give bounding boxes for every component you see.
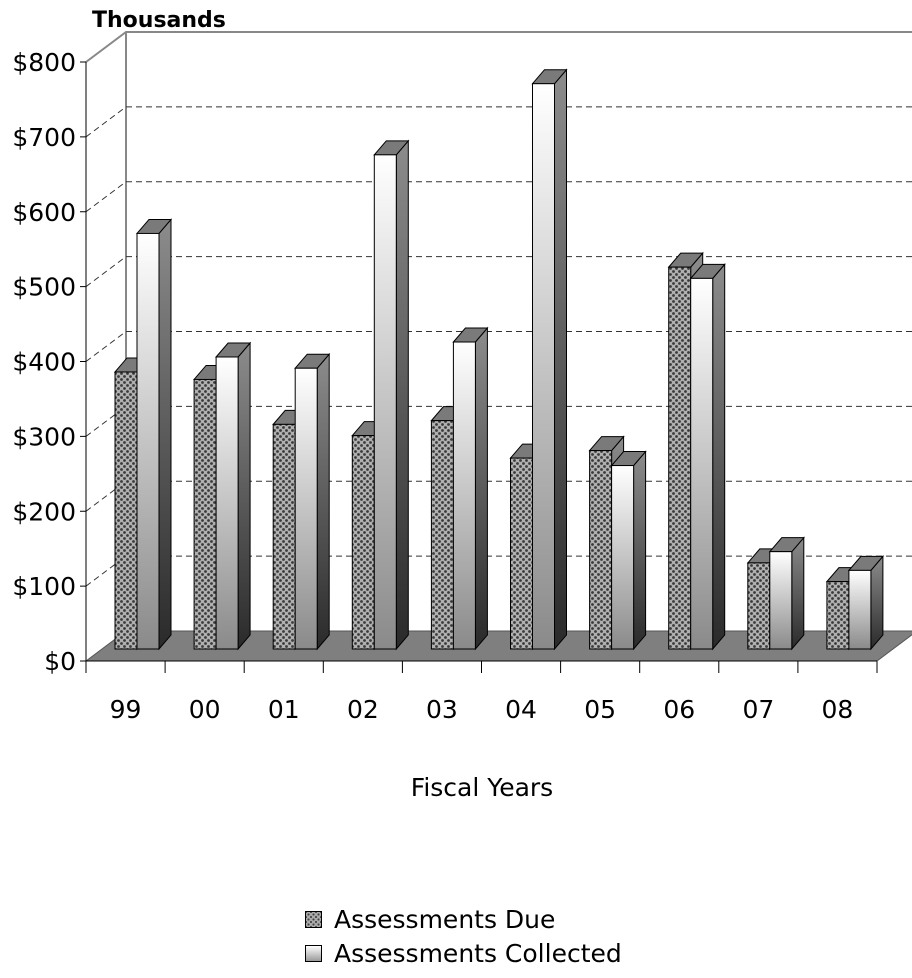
legend-swatch-due <box>305 910 322 928</box>
bar-assessments-collected <box>452 326 489 651</box>
bar-front-face <box>747 562 771 650</box>
x-tick-label: 07 <box>742 695 774 724</box>
bar-front-face <box>373 154 397 650</box>
bar-side-face <box>316 352 330 651</box>
bar-assessments-collected <box>294 352 331 651</box>
y-tick-label: $400 <box>12 348 76 377</box>
y-tick-label: $0 <box>44 647 76 676</box>
bar-assessments-collected <box>689 263 726 651</box>
chart-plot: $0 $100 $200 $300 $400 $500 $600 $700 $800 99 00 01… <box>12 8 912 802</box>
legend-item-assessments-collected: Assessments Collected <box>305 936 622 970</box>
bar-assessments-collected <box>610 450 647 651</box>
x-tick-label: 01 <box>268 695 300 724</box>
bar-front-face <box>136 232 160 650</box>
bar-front-face <box>215 356 239 650</box>
legend-label-due: Assessments Due <box>334 904 556 934</box>
bar-front-face <box>668 266 692 650</box>
bar-front-face <box>611 465 635 650</box>
bar-front-face <box>114 371 138 650</box>
bar-side-face <box>395 139 409 651</box>
bar-front-face <box>769 551 793 650</box>
bar-front-face <box>848 569 872 650</box>
bar-side-face <box>870 555 884 651</box>
bar-side-face <box>554 68 567 651</box>
legend-item-assessments-due: Assessments Due <box>305 902 622 936</box>
y-tick-label: $800 <box>12 48 76 77</box>
x-axis-title: Fiscal Years <box>411 773 553 802</box>
legend-label-collected: Assessments Collected <box>334 938 622 968</box>
bar-assessments-collected <box>531 68 568 651</box>
gridline-side <box>85 106 127 138</box>
bar-side-face <box>237 341 251 651</box>
y-tick-label: $500 <box>12 273 76 302</box>
gridline-side <box>85 331 127 362</box>
x-tick-label: 00 <box>189 695 221 724</box>
bar-side-face <box>712 263 726 651</box>
y-tick-label: $100 <box>12 572 76 601</box>
bar-front-face <box>690 277 714 650</box>
bar-front-face <box>272 423 296 650</box>
bar-front-face <box>193 378 217 650</box>
x-tick-label: 03 <box>426 695 458 724</box>
x-tick-label: 99 <box>110 695 142 724</box>
y-tick-label: $200 <box>12 497 76 526</box>
bar-front-face <box>430 420 454 650</box>
x-tick-label: 04 <box>505 695 537 724</box>
bar-front-face <box>294 367 318 650</box>
bar-assessments-collected <box>768 536 805 651</box>
bar-front-face <box>589 450 613 650</box>
bar-front-face <box>826 581 850 650</box>
x-tick-label: 08 <box>822 695 854 724</box>
bar-assessments-collected <box>847 555 884 651</box>
bar-assessments-collected <box>215 341 252 651</box>
y-unit-label: Thousands <box>92 8 226 33</box>
x-tick-label: 02 <box>347 695 379 724</box>
gridline-side <box>85 256 127 288</box>
legend-swatch-collected <box>305 944 322 962</box>
bar-side-face <box>474 326 488 651</box>
back-wall-top-edge <box>85 31 912 63</box>
gridline-side <box>85 181 127 213</box>
bar-front-face <box>532 83 555 650</box>
bar-front-face <box>510 457 533 650</box>
y-tick-label: $300 <box>12 422 76 451</box>
bar-assessments-collected <box>135 218 173 651</box>
bar-front-face <box>452 341 476 650</box>
x-tick-label: 05 <box>584 695 616 724</box>
bar-assessments-collected <box>373 139 410 651</box>
x-tick-label: 06 <box>663 695 695 724</box>
y-tick-label: $700 <box>12 123 76 152</box>
bar-side-face <box>791 536 805 651</box>
legend: Assessments Due Assessments Collected <box>305 902 622 970</box>
bar-front-face <box>351 435 375 650</box>
bar-side-face <box>158 218 172 651</box>
y-tick-label: $600 <box>12 198 76 227</box>
bar-side-face <box>633 450 647 651</box>
